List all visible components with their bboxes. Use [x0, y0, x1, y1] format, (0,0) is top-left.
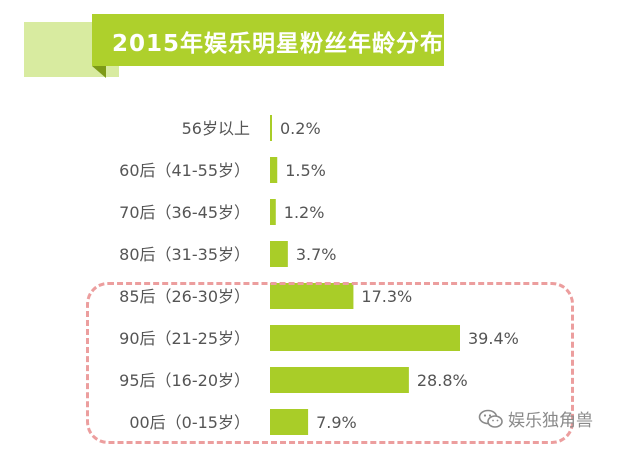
- category-label: 90后（21-25岁）: [119, 329, 250, 348]
- title-band: [92, 14, 444, 66]
- bar: [270, 283, 354, 309]
- chart-title: 2015年娱乐明星粉丝年龄分布: [112, 31, 445, 57]
- value-label: 0.2%: [280, 119, 321, 138]
- watermark: 娱乐独角兽: [478, 406, 593, 431]
- value-label: 3.7%: [296, 245, 337, 264]
- bar: [270, 241, 288, 267]
- category-label: 00后（0-15岁）: [129, 413, 250, 432]
- bar: [270, 325, 460, 351]
- value-label: 39.4%: [468, 329, 519, 348]
- category-label: 60后（41-55岁）: [119, 161, 250, 180]
- value-label: 1.2%: [284, 203, 325, 222]
- bar: [270, 367, 409, 393]
- category-label: 56岁以上: [182, 119, 250, 138]
- value-label: 7.9%: [316, 413, 357, 432]
- category-label: 70后（36-45岁）: [119, 203, 250, 222]
- bar: [270, 157, 278, 183]
- bar: [270, 409, 309, 435]
- bar: [270, 115, 272, 141]
- value-label: 1.5%: [285, 161, 326, 180]
- title-banner: 2015年娱乐明星粉丝年龄分布: [0, 0, 640, 90]
- title-band-fold: [92, 66, 106, 78]
- category-label: 95后（16-20岁）: [119, 371, 250, 390]
- bar: [270, 199, 276, 225]
- category-label: 80后（31-35岁）: [119, 245, 250, 264]
- value-label: 28.8%: [417, 371, 468, 390]
- watermark-text: 娱乐独角兽: [508, 411, 593, 431]
- wechat-icon: [478, 409, 503, 428]
- value-label: 17.3%: [361, 287, 412, 306]
- highlight-dashed-box: [86, 282, 574, 444]
- category-label: 85后（26-30岁）: [119, 287, 250, 306]
